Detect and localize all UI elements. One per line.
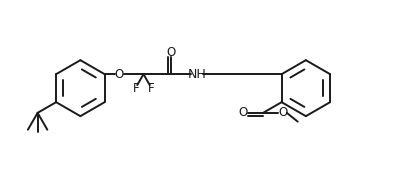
Text: O: O bbox=[115, 68, 124, 81]
Text: O: O bbox=[278, 106, 287, 119]
Text: O: O bbox=[238, 106, 247, 119]
Text: F: F bbox=[132, 83, 139, 96]
Text: F: F bbox=[148, 83, 154, 96]
Text: O: O bbox=[166, 46, 175, 59]
Text: NH: NH bbox=[188, 68, 206, 81]
